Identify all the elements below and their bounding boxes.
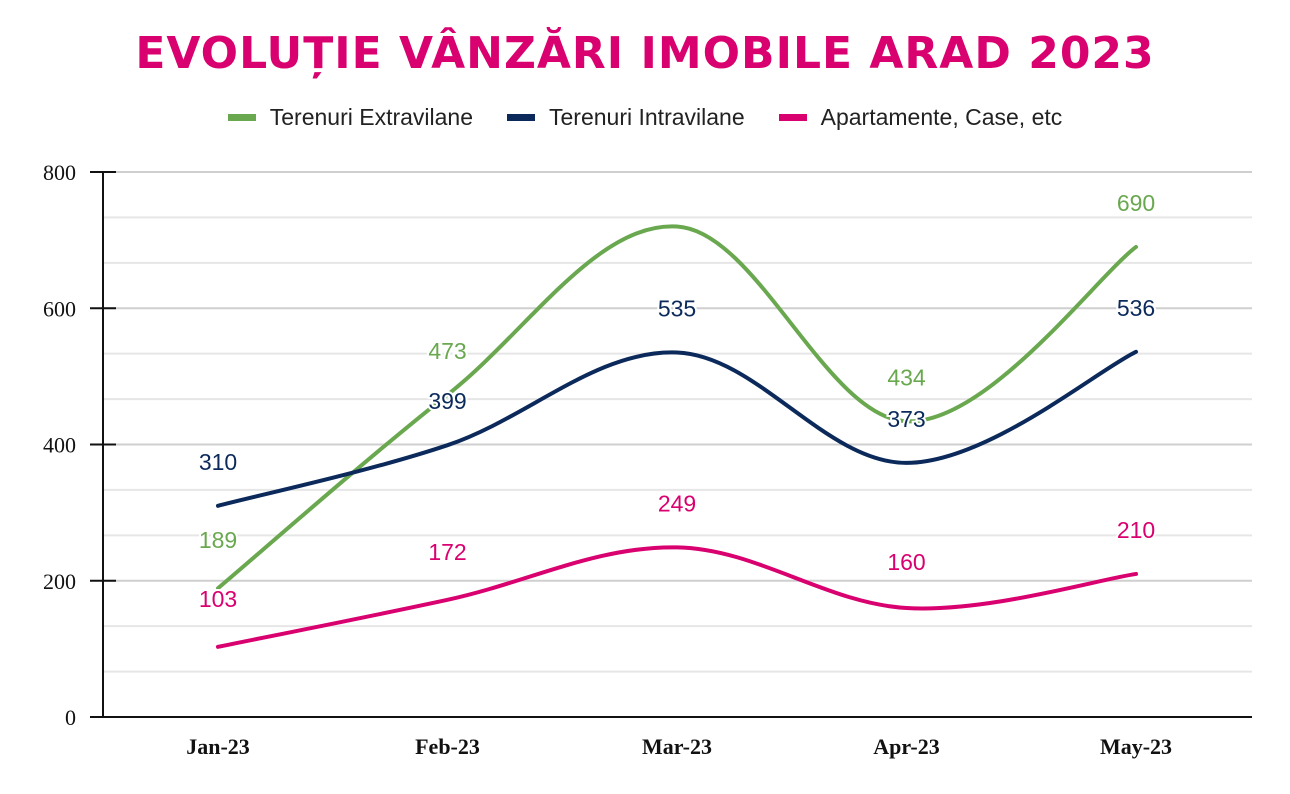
y-tick-label: 400 [43,433,76,458]
x-tick-label: Mar-23 [642,734,712,759]
data-label: 473 [428,338,466,364]
data-label: 399 [428,388,466,414]
data-label: 210 [1117,517,1155,543]
legend-swatch [507,114,536,121]
legend-label: Terenuri Extravilane [269,104,474,130]
data-label: 535 [658,296,696,322]
data-label: 189 [199,527,237,553]
data-label: 373 [887,406,925,432]
legend-label: Apartamente, Case, etc [820,104,1063,130]
x-tick-label: Feb-23 [415,734,480,759]
legend-item-apartamente: Apartamente, Case, etc [778,104,1063,131]
y-tick-label: 600 [43,296,76,321]
data-label: 310 [199,449,237,475]
series-line-1 [216,349,1138,508]
series-line-2 [216,545,1138,649]
data-label: 160 [887,549,925,575]
legend: Terenuri Extravilane Terenuri Intravilan… [0,104,1290,131]
x-tick-label: May-23 [1100,734,1172,759]
chart-title: EVOLUȚIE VÂNZĂRI IMOBILE ARAD 2023 [135,28,1155,79]
data-label: 103 [199,586,237,612]
data-label: 434 [887,364,926,390]
data-label: 249 [658,490,696,516]
data-label: 690 [1117,190,1155,216]
legend-swatch [227,114,256,121]
x-tick-label: Apr-23 [873,734,939,759]
legend-item-extravilane: Terenuri Extravilane [227,104,474,131]
data-label: 536 [1117,295,1155,321]
x-tick-label: Jan-23 [186,734,250,759]
series-line-0 [216,224,1138,591]
y-tick-label: 200 [43,569,76,594]
legend-item-intravilane: Terenuri Intravilane [507,104,745,131]
data-label: 172 [428,539,466,565]
legend-label: Terenuri Intravilane [549,104,745,130]
y-tick-label: 0 [65,705,76,730]
y-tick-label: 800 [43,160,76,185]
legend-swatch [778,114,807,121]
